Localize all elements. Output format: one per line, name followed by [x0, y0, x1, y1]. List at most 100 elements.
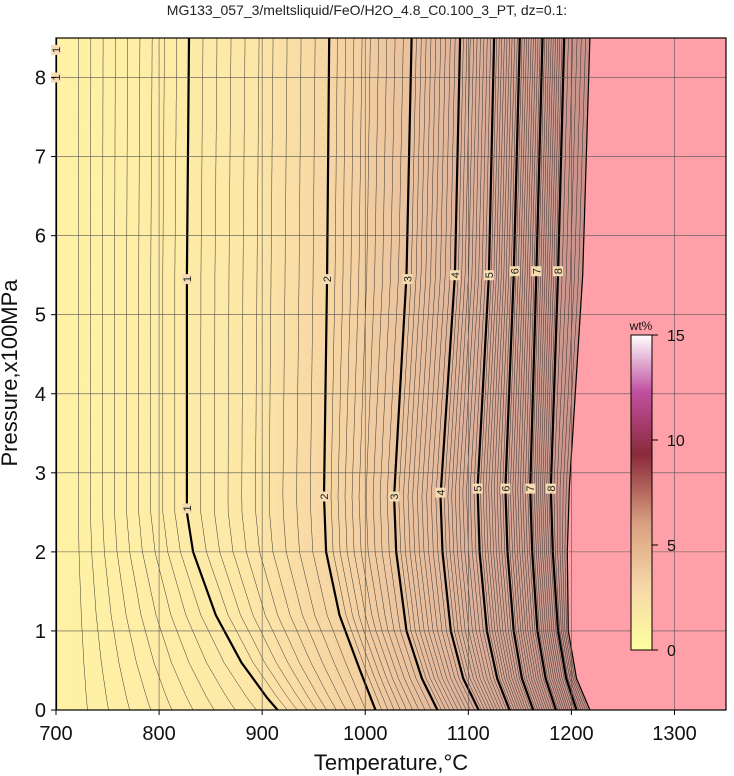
- fine-contour: [430, 38, 471, 710]
- grid-lines: [56, 38, 726, 710]
- fine-contour: [544, 38, 571, 710]
- fine-contour: [462, 38, 498, 710]
- fine-contour: [282, 38, 347, 710]
- contour-label: 1: [181, 274, 194, 285]
- contour-label: 6: [500, 483, 512, 494]
- contour-label-text: 6: [510, 268, 522, 274]
- colorbar-gradient: [630, 334, 653, 651]
- contour-label-text: 1: [51, 74, 63, 80]
- x-tick-label: 1000: [343, 723, 388, 745]
- y-tick-label: 5: [35, 305, 46, 327]
- contour-label: 7: [531, 266, 543, 277]
- contour-label-text: 5: [484, 272, 496, 278]
- x-tick-label: 900: [245, 723, 278, 745]
- contour-label-text: 7: [525, 486, 537, 492]
- contour-label-text: 2: [319, 493, 331, 499]
- contour-labels: 1 1 1 1 2 2 3 3 4 4 5 5 6 6 7 7 8 8: [51, 44, 565, 514]
- fine-contour: [379, 38, 426, 710]
- contour-label-text: 1: [182, 505, 194, 511]
- fine-contour: [386, 38, 432, 710]
- fine-contour: [443, 38, 482, 710]
- fine-contour: [553, 38, 580, 710]
- y-axis-ticks: 0 1 2 3 4 5 6 7 8: [35, 68, 56, 722]
- fine-contour: [114, 38, 152, 710]
- fine-contour: [126, 38, 173, 710]
- x-axis-ticks: 700 800 900 1000 1100 1200 1300: [39, 710, 697, 745]
- fine-contour: [480, 38, 513, 710]
- fine-contour: [524, 38, 552, 710]
- contour-label-text: 1: [182, 276, 194, 282]
- fine-contour: [78, 38, 88, 710]
- contour-label: 8: [545, 483, 558, 494]
- contour-label-text: 8: [553, 268, 565, 274]
- contour-label: 3: [402, 274, 415, 285]
- y-axis-label: Pressure,x100MPa: [0, 279, 22, 467]
- fine-contour: [542, 38, 569, 710]
- fine-contour: [90, 38, 109, 710]
- contour-label-text: 2: [322, 276, 334, 282]
- fine-contour: [491, 38, 522, 710]
- colorbar-tick-label: 10: [667, 433, 685, 450]
- fine-contour: [517, 38, 545, 710]
- y-tick-label: 8: [35, 68, 46, 90]
- fine-contour: [470, 38, 504, 710]
- fine-contour: [447, 38, 486, 710]
- colorbar: wt% 0 5 10 15: [629, 319, 685, 660]
- fine-contour: [337, 38, 389, 710]
- fine-contour: [296, 38, 357, 710]
- fine-contour: [473, 38, 507, 710]
- contour-label: 2: [322, 274, 334, 285]
- fine-contour: [540, 38, 567, 710]
- colorbar-tick-label: 0: [667, 643, 676, 660]
- fine-contour: [417, 38, 459, 710]
- fine-contour: [372, 38, 420, 710]
- contour-label-text: 4: [436, 490, 448, 496]
- contour-label-text: 3: [403, 276, 415, 282]
- y-tick-label: 4: [35, 384, 46, 406]
- fine-contour: [310, 38, 366, 710]
- fine-contour: [564, 38, 588, 710]
- fine-contour: [268, 38, 337, 710]
- fine-contour: [538, 38, 565, 710]
- fine-contour: [548, 38, 575, 710]
- fine-contour: [559, 38, 584, 710]
- fine-contour: [174, 38, 257, 710]
- fine-contour: [458, 38, 495, 710]
- fine-contour: [200, 38, 288, 710]
- contour-label: 2: [319, 491, 331, 502]
- contour-label-text: 3: [389, 493, 401, 499]
- fine-contour: [546, 38, 573, 710]
- fine-contour: [494, 38, 525, 710]
- x-tick-label: 1100: [447, 723, 490, 745]
- contour-label: 1: [51, 44, 63, 55]
- fine-contour: [522, 38, 550, 710]
- y-tick-label: 7: [35, 147, 46, 169]
- contour-label-text: 1: [51, 47, 63, 53]
- fine-contour: [455, 38, 492, 710]
- y-tick-label: 3: [35, 463, 46, 485]
- fine-contour: [241, 38, 317, 710]
- contour-label-text: 5: [473, 486, 485, 492]
- x-tick-label: 1300: [652, 723, 697, 745]
- fine-contour: [499, 38, 529, 710]
- contour-label: 4: [435, 487, 448, 498]
- fine-contour: [510, 38, 539, 710]
- fine-contour: [556, 38, 582, 710]
- fine-contour: [451, 38, 489, 710]
- fine-contour: [482, 38, 515, 710]
- contour-label: 5: [472, 483, 485, 494]
- contour-label-text: 6: [500, 486, 512, 492]
- colorbar-unit: wt%: [629, 319, 653, 333]
- x-tick-label: 1200: [549, 723, 594, 745]
- fine-contour: [162, 38, 236, 710]
- fine-contour: [502, 38, 532, 710]
- y-tick-label: 0: [35, 700, 46, 722]
- fine-contour: [421, 38, 463, 710]
- fine-contour-lines: [78, 38, 588, 710]
- fine-contour: [344, 38, 395, 710]
- chart-title: MG133_057_3/meltsliquid/FeO/H2O_4.8_C0.1…: [167, 2, 567, 18]
- fine-contour: [214, 38, 298, 710]
- fine-contour: [520, 38, 548, 710]
- fine-contour: [407, 38, 451, 710]
